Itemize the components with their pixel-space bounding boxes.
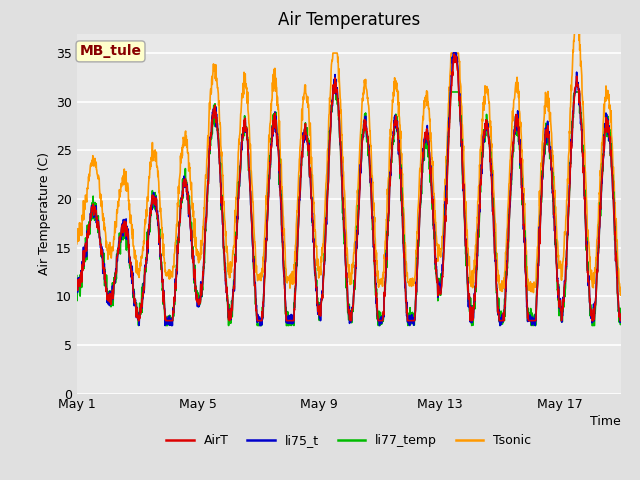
li77_temp	[617, 315, 625, 321]
li75_t	[445, 130, 452, 136]
li75_t	[276, 194, 284, 200]
li75_t	[298, 152, 306, 157]
li77_temp	[295, 213, 303, 218]
AirT	[276, 194, 284, 200]
li75_t	[104, 301, 112, 307]
li77_temp	[276, 188, 284, 193]
Line: li75_t: li75_t	[77, 53, 621, 325]
AirT	[451, 51, 458, 57]
li75_t	[161, 323, 169, 328]
Line: Tsonic: Tsonic	[77, 24, 621, 295]
Tsonic	[444, 117, 452, 122]
Title: Air Temperatures: Air Temperatures	[278, 11, 420, 29]
AirT	[298, 149, 306, 155]
Text: MB_tule: MB_tule	[79, 44, 141, 59]
li77_temp	[445, 134, 452, 140]
li75_t	[617, 313, 625, 319]
AirT	[104, 298, 112, 303]
Text: Time: Time	[590, 415, 621, 428]
Y-axis label: Air Temperature (C): Air Temperature (C)	[38, 152, 51, 275]
Tsonic	[617, 292, 625, 298]
Tsonic	[73, 241, 81, 247]
li77_temp	[330, 89, 337, 95]
Line: AirT: AirT	[77, 54, 621, 321]
li75_t	[449, 50, 457, 56]
Tsonic	[189, 201, 196, 206]
AirT	[189, 260, 197, 265]
Legend: AirT, li75_t, li77_temp, Tsonic: AirT, li75_t, li77_temp, Tsonic	[161, 429, 536, 452]
li77_temp	[298, 152, 306, 158]
li75_t	[73, 282, 81, 288]
li77_temp	[189, 256, 197, 262]
li77_temp	[104, 288, 112, 294]
AirT	[445, 144, 452, 150]
Tsonic	[572, 21, 579, 27]
li75_t	[189, 259, 197, 264]
Tsonic	[276, 157, 284, 163]
AirT	[295, 212, 303, 218]
AirT	[134, 318, 142, 324]
Tsonic	[617, 288, 625, 293]
AirT	[617, 318, 625, 324]
Line: li77_temp: li77_temp	[77, 92, 621, 325]
AirT	[73, 287, 81, 292]
li75_t	[295, 207, 303, 213]
li77_temp	[162, 323, 170, 328]
Tsonic	[298, 123, 305, 129]
Tsonic	[104, 256, 112, 262]
Tsonic	[295, 170, 303, 176]
li77_temp	[73, 273, 81, 278]
